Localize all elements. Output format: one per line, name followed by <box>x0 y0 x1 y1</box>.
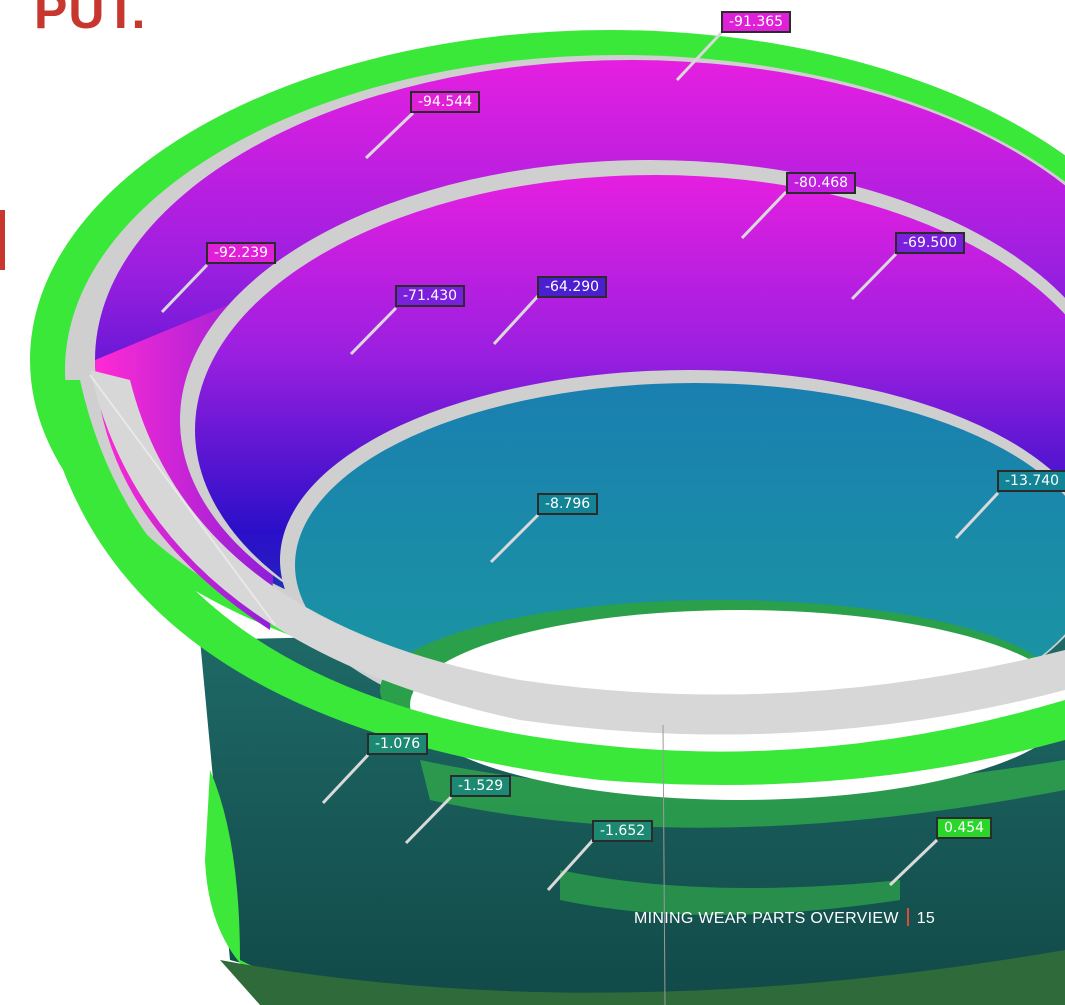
wear-callout: -64.290 <box>537 276 608 298</box>
wear-callout: -13.740 <box>997 470 1065 492</box>
wear-callout: -69.500 <box>895 232 966 254</box>
wear-callout: -80.468 <box>786 172 857 194</box>
wear-callout: -1.529 <box>450 775 512 797</box>
lower-flange-green <box>205 770 330 1005</box>
wear-callout: 0.454 <box>936 817 993 839</box>
wear-callout: -91.365 <box>721 11 792 33</box>
front-rim-green <box>40 380 1065 785</box>
slide-heading: PUT. <box>34 0 147 39</box>
footer-title: MINING WEAR PARTS OVERVIEW <box>634 910 899 927</box>
wear-callout: -1.652 <box>592 820 654 842</box>
callout-leaders <box>160 30 1000 892</box>
wear-callout: -92.239 <box>206 242 277 264</box>
wear-callout: -1.076 <box>367 733 429 755</box>
footer-divider <box>906 908 909 926</box>
front-rim <box>90 370 1065 735</box>
wear-callout: -8.796 <box>537 493 599 515</box>
page-number: 15 <box>916 910 936 927</box>
wear-callout: -94.544 <box>410 91 481 113</box>
accent-bar <box>0 210 5 270</box>
slide-footer: MINING WEAR PARTS OVERVIEW 15 <box>634 908 935 928</box>
wear-callout: -71.430 <box>395 285 466 307</box>
lower-flange-band <box>220 950 1065 1005</box>
